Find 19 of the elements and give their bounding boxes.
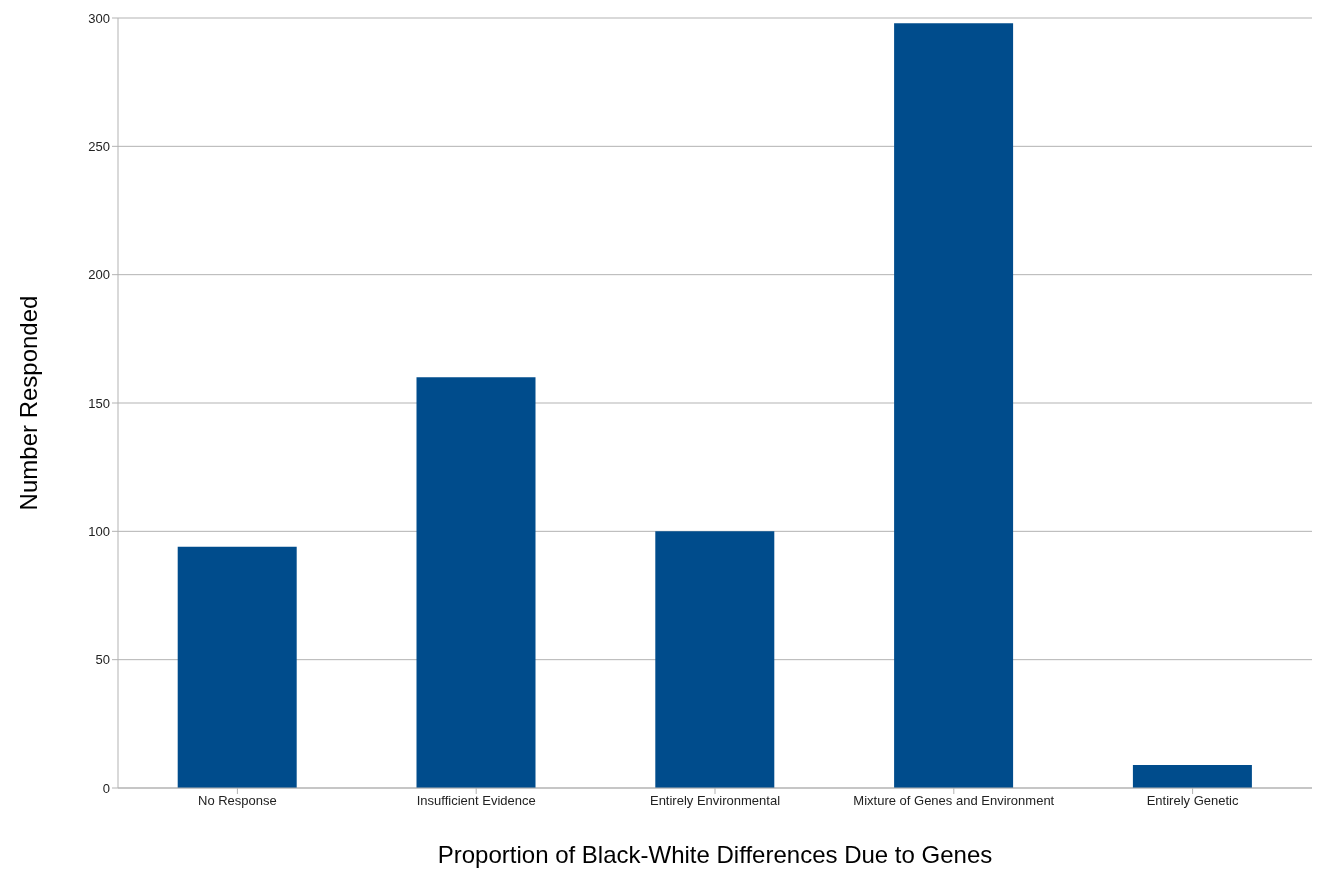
x-tick-label: No Response bbox=[198, 793, 277, 809]
x-tick-label: Mixture of Genes and Environment bbox=[853, 793, 1055, 809]
x-tick-label: Entirely Environmental bbox=[649, 793, 781, 809]
bar bbox=[894, 23, 1014, 788]
bar bbox=[177, 546, 297, 788]
y-tick-label: 250 bbox=[88, 138, 110, 154]
x-tick-label: Entirely Genetic bbox=[1146, 793, 1239, 809]
bar bbox=[655, 531, 775, 788]
x-axis-title: Proportion of Black-White Differences Due to Genes bbox=[437, 841, 993, 868]
y-tick-label: 200 bbox=[88, 267, 110, 283]
bar bbox=[1132, 764, 1252, 788]
x-tick-label: Insufficient Evidence bbox=[416, 793, 536, 809]
y-tick-label: 50 bbox=[95, 652, 110, 668]
bar bbox=[416, 377, 536, 788]
y-tick-label: 0 bbox=[102, 780, 110, 796]
y-tick-label: 100 bbox=[88, 523, 110, 539]
y-axis-title: Number Responded bbox=[14, 295, 42, 511]
y-tick-label: 300 bbox=[88, 10, 110, 26]
y-tick-label: 150 bbox=[88, 395, 110, 411]
